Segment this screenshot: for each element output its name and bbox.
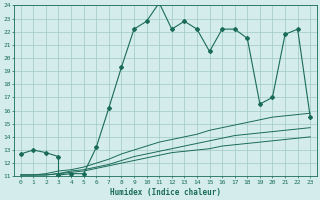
X-axis label: Humidex (Indice chaleur): Humidex (Indice chaleur): [110, 188, 221, 197]
